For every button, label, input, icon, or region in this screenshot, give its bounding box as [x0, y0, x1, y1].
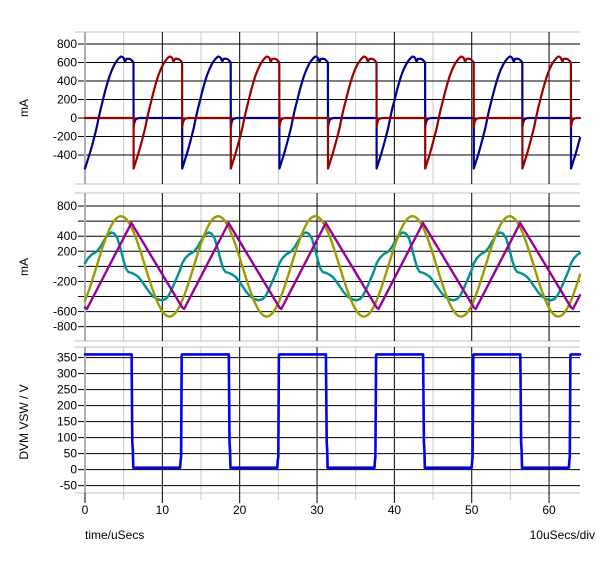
y-tick-label: -200	[53, 274, 77, 288]
y-tick-label: 200	[57, 244, 77, 258]
panel1-blue-curve	[83, 55, 582, 170]
y-tick-label: 400	[57, 229, 77, 243]
panel3-blue-curve	[83, 353, 582, 470]
y-tick-label: 0	[70, 463, 77, 477]
y-tick-label: -800	[53, 320, 77, 334]
y-tick-label: 50	[64, 447, 78, 461]
x-axis-scale-note: 10uSecs/div	[529, 528, 595, 542]
y-tick-label: 350	[57, 351, 77, 365]
x-axis-title: time/uSecs	[85, 528, 145, 542]
panel2-purple-curve	[83, 221, 582, 311]
x-tick-label: 30	[310, 503, 324, 517]
panel1-red-curve	[83, 55, 582, 170]
x-axis: 0 10 20 30 40 50 60	[82, 493, 556, 517]
y-tick-label: 0	[70, 111, 77, 125]
y-tick-label: 800	[57, 37, 77, 51]
y-tick-label: -600	[53, 305, 77, 319]
y-tick-label: 200	[57, 399, 77, 413]
x-tick-label: 10	[156, 503, 170, 517]
y-tick-label: 200	[57, 93, 77, 107]
x-tick-label: 20	[233, 503, 247, 517]
y-tick-label: 100	[57, 431, 77, 445]
x-tick-label: 40	[388, 503, 402, 517]
y-tick-label: -400	[53, 148, 77, 162]
x-tick-label: 50	[465, 503, 479, 517]
panel2-unit-label: mA	[17, 258, 31, 276]
y-tick-label: -50	[60, 479, 78, 493]
x-tick-label: 60	[542, 503, 556, 517]
y-tick-label: 150	[57, 415, 77, 429]
y-tick-label: 800	[57, 199, 77, 213]
panel-1: 800 600 400 200 0 -200 -400	[53, 31, 582, 185]
panel2-teal-curve	[83, 231, 582, 302]
y-tick-label: 400	[57, 74, 77, 88]
panel3-unit-label: DVM VSW / V	[17, 384, 31, 460]
x-tick-label: 0	[82, 503, 89, 517]
y-tick-label: -200	[53, 130, 77, 144]
panel1-unit-label: mA	[17, 99, 31, 117]
y-tick-label: 300	[57, 367, 77, 381]
y-tick-label: 250	[57, 383, 77, 397]
panel2-olive-curve	[83, 214, 582, 318]
panel-3: 350 300 250 200 150 100 50 0 -50	[57, 346, 582, 494]
y-tick-label: 600	[57, 56, 77, 70]
